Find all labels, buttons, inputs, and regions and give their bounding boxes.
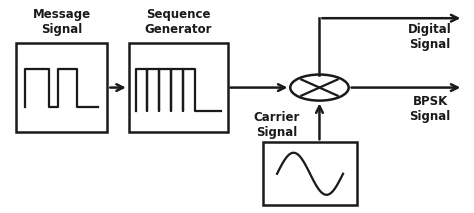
FancyBboxPatch shape (128, 43, 228, 132)
Text: Sequence
Generator: Sequence Generator (145, 8, 212, 36)
FancyBboxPatch shape (16, 43, 108, 132)
Text: Digital
Signal: Digital Signal (408, 23, 452, 51)
Text: Message
Signal: Message Signal (32, 8, 91, 36)
Text: Carrier
Signal: Carrier Signal (254, 111, 300, 140)
Circle shape (290, 75, 349, 101)
FancyBboxPatch shape (263, 142, 357, 205)
Text: BPSK
Signal: BPSK Signal (410, 95, 451, 123)
